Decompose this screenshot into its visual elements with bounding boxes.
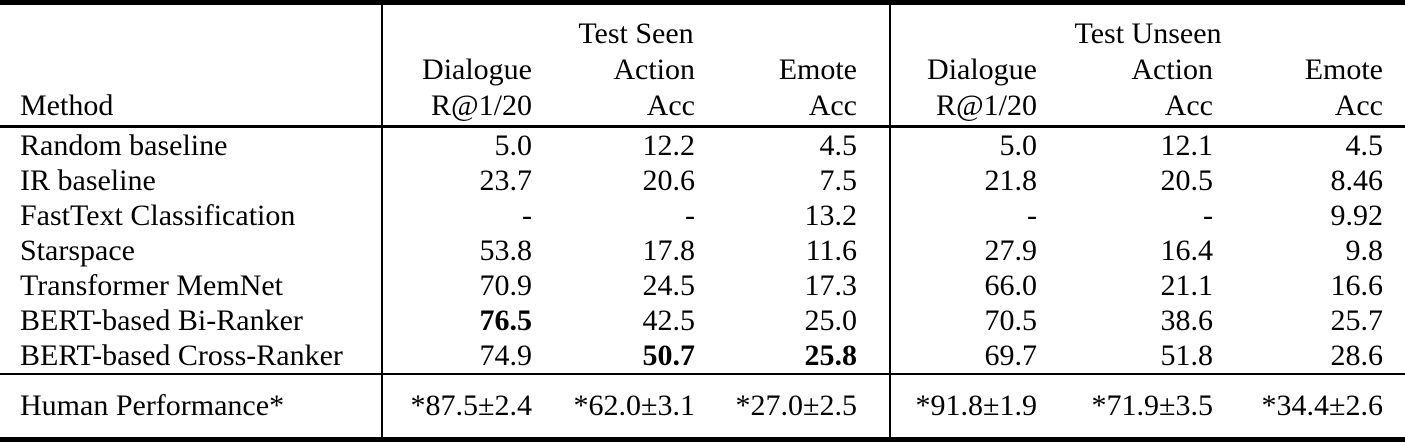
value-cell: 38.6 (1160, 303, 1214, 337)
value-cell: - (1203, 198, 1213, 232)
group-header-row: Test Seen Test Unseen (0, 2, 1405, 54)
col-header-unseen-action: Action (1131, 53, 1213, 86)
col-header-unseen-dialogue: Dialogue (889, 53, 1045, 87)
table-row: BERT-based Cross-Ranker 74.9 50.7 25.8 6… (0, 338, 1405, 374)
value-cell: 8.46 (1330, 163, 1384, 197)
value-cell: 51.8 (1160, 338, 1214, 372)
value-cell: 5.0 (889, 126, 1045, 163)
method-cell: Random baseline (20, 128, 228, 162)
method-cell: BERT-based Bi-Ranker (20, 303, 303, 337)
table-footer: Human Performance* *87.5±2.4 *62.0±3.1 *… (0, 373, 1405, 440)
group-header-spacer (0, 3, 382, 54)
value-cell: 21.8 (889, 163, 1045, 198)
value-cell: 20.5 (1160, 163, 1214, 197)
value-cell: 20.6 (642, 163, 696, 197)
group-header-test-seen: Test Seen (381, 2, 890, 53)
col-header-seen-emote: Emote (778, 53, 857, 86)
value-cell: 16.6 (1330, 268, 1384, 302)
value-cell: *91.8±1.9 (889, 373, 1045, 440)
sub-header-row-bottom: Method R@1/20 Acc Acc R@1/20 Acc Acc (0, 87, 1405, 128)
value-cell: 13.2 (804, 198, 858, 232)
value-cell: 9.92 (1330, 198, 1384, 232)
value-cell: - (889, 198, 1045, 233)
value-cell: 42.5 (642, 303, 696, 337)
value-cell: 25.7 (1330, 303, 1384, 337)
value-cell: 21.1 (1160, 268, 1214, 302)
value-cell: 12.1 (1160, 128, 1214, 162)
col-header-unseen-emote-metric: Acc (1221, 87, 1405, 128)
sub-header-spacer (0, 53, 382, 87)
col-header-unseen-dialogue-metric: R@1/20 (889, 87, 1045, 128)
value-cell: 50.7 (642, 338, 696, 372)
method-cell: FastText Classification (20, 198, 296, 232)
value-cell: 25.0 (804, 303, 858, 337)
value-cell: 53.8 (381, 233, 540, 268)
table-row: Transformer MemNet 70.9 24.5 17.3 66.0 2… (0, 268, 1405, 303)
table-row: BERT-based Bi-Ranker 76.5 42.5 25.0 70.5… (0, 303, 1405, 338)
value-cell: *87.5±2.4 (381, 373, 540, 440)
value-cell: 17.8 (642, 233, 696, 267)
value-cell: 9.8 (1345, 233, 1384, 267)
value-cell: 17.3 (804, 268, 858, 302)
value-cell: 25.8 (804, 338, 858, 372)
method-cell: Human Performance* (0, 373, 382, 440)
value-cell: 28.6 (1330, 338, 1384, 372)
table-row: FastText Classification - - 13.2 - - 9.9… (0, 198, 1405, 233)
value-cell: 7.5 (819, 163, 858, 197)
value-cell: 69.7 (889, 338, 1045, 374)
value-cell: 4.5 (819, 128, 858, 162)
value-cell: 70.9 (381, 268, 540, 303)
table-row: Starspace 53.8 17.8 11.6 27.9 16.4 9.8 (0, 233, 1405, 268)
col-header-seen-dialogue-metric: R@1/20 (381, 87, 540, 128)
table-row: IR baseline 23.7 20.6 7.5 21.8 20.5 8.46 (0, 163, 1405, 198)
value-cell: 66.0 (889, 268, 1045, 303)
table-header: Test Seen Test Unseen Dialogue Action Em… (0, 2, 1405, 128)
value-cell: 27.9 (889, 233, 1045, 268)
value-cell: 24.5 (642, 268, 696, 302)
table-body: Random baseline 5.0 12.2 4.5 5.0 12.1 4.… (0, 126, 1405, 374)
value-cell: *62.0±3.1 (540, 373, 703, 440)
value-cell: 76.5 (381, 303, 540, 338)
method-cell: Starspace (20, 233, 135, 267)
value-cell: *34.4±2.6 (1221, 373, 1405, 440)
method-cell: Transformer MemNet (20, 268, 284, 302)
value-cell: 5.0 (381, 126, 540, 163)
group-header-test-unseen: Test Unseen (889, 2, 1405, 53)
value-cell: 12.2 (642, 128, 696, 162)
col-header-seen-dialogue: Dialogue (381, 53, 540, 87)
value-cell: *27.0±2.5 (703, 373, 890, 440)
col-header-seen-action: Action (613, 53, 695, 86)
col-header-seen-emote-metric: Acc (703, 87, 890, 128)
col-header-unseen-action-metric: Acc (1045, 87, 1221, 128)
method-cell: IR baseline (20, 163, 156, 197)
value-cell: *71.9±3.5 (1045, 373, 1221, 440)
value-cell: - (381, 198, 540, 233)
value-cell: 70.5 (889, 303, 1045, 338)
method-column-header: Method (0, 87, 382, 128)
value-cell: 4.5 (1345, 128, 1384, 162)
method-cell: BERT-based Cross-Ranker (20, 338, 343, 372)
col-header-unseen-emote: Emote (1304, 53, 1383, 86)
table-row: Random baseline 5.0 12.2 4.5 5.0 12.1 4.… (0, 126, 1405, 163)
col-header-seen-action-metric: Acc (540, 87, 703, 128)
value-cell: 23.7 (381, 163, 540, 198)
value-cell: 74.9 (381, 338, 540, 374)
human-performance-row: Human Performance* *87.5±2.4 *62.0±3.1 *… (0, 373, 1405, 440)
value-cell: 16.4 (1160, 233, 1214, 267)
value-cell: - (685, 198, 695, 232)
sub-header-row-top: Dialogue Action Emote Dialogue Action Em… (0, 53, 1405, 87)
value-cell: 11.6 (805, 233, 857, 267)
